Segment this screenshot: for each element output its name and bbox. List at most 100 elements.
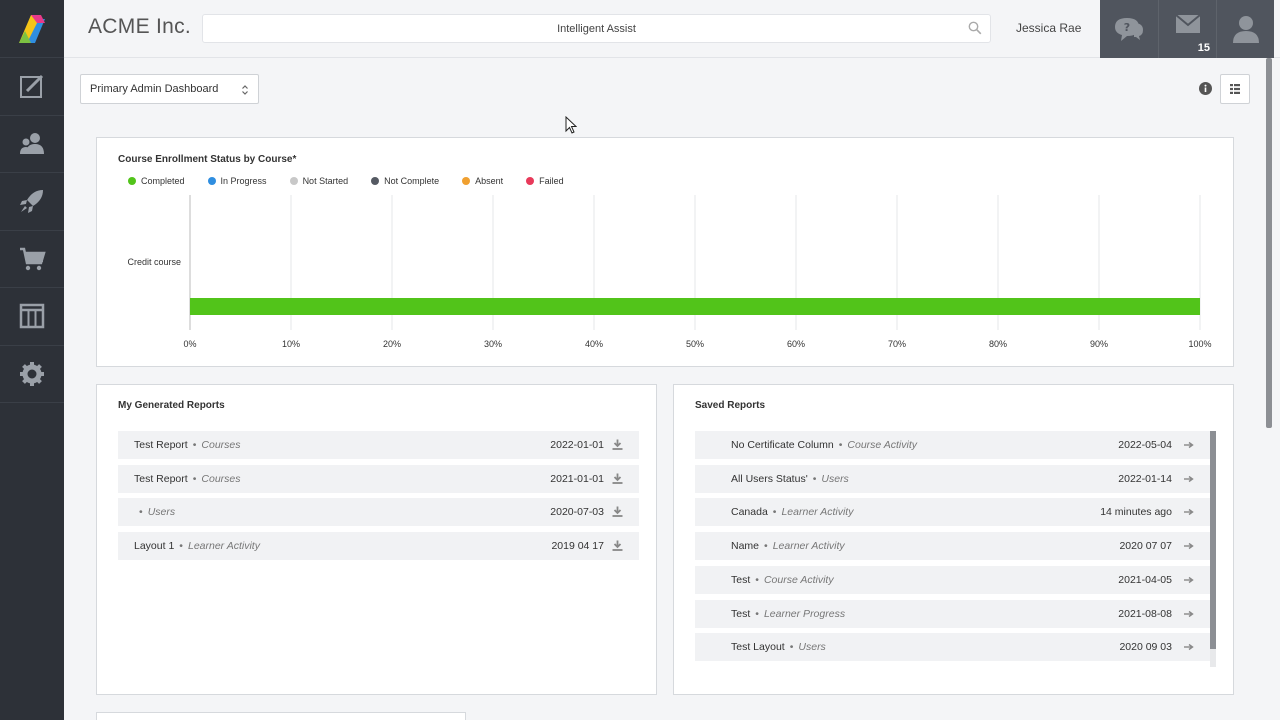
download-icon[interactable]	[612, 473, 623, 484]
report-row[interactable]: All Users Status' • Users 2022-01-14	[695, 464, 1210, 493]
legend-label: Not Complete	[384, 176, 440, 186]
report-separator: •	[764, 540, 768, 553]
x-tick-label: 40%	[585, 339, 603, 349]
info-icon[interactable]	[1199, 82, 1212, 95]
brand-name: ACME Inc.	[88, 15, 192, 38]
report-separator: •	[755, 607, 759, 620]
report-row[interactable]: Test Report • Courses 2021-01-01	[118, 464, 639, 493]
legend-label: Not Started	[302, 176, 349, 186]
search-icon[interactable]	[968, 21, 982, 35]
sidebar-item-launch[interactable]	[0, 173, 64, 231]
report-date: 2022-01-14	[1118, 472, 1172, 485]
legend-dot	[289, 177, 298, 185]
report-name: No Certificate Column	[731, 439, 834, 451]
help-chat-button[interactable]: ?	[1100, 0, 1158, 58]
report-row[interactable]: Test Layout • Users 2020 09 03	[695, 633, 1210, 662]
report-row[interactable]: Canada • Learner Activity 14 minutes ago	[695, 498, 1210, 527]
enrollment-chart-title: Course Enrollment Status by Course*	[118, 154, 297, 165]
download-icon[interactable]	[612, 439, 623, 450]
category-label: Credit course	[127, 257, 181, 267]
next-panel-peek	[96, 712, 466, 720]
report-category: Learner Activity	[781, 506, 854, 519]
report-date: 2021-01-01	[550, 472, 604, 485]
layout-toggle-button[interactable]	[1220, 74, 1250, 104]
messages-button[interactable]: 15	[1158, 0, 1216, 58]
report-category: Courses	[201, 472, 241, 485]
page-scrollbar-thumb[interactable]	[1266, 58, 1272, 428]
columns-icon	[19, 304, 45, 329]
app-logo[interactable]	[0, 0, 64, 58]
report-row[interactable]: Layout 1 • Learner Activity 2019 04 17	[118, 532, 639, 561]
report-date: 2021-04-05	[1118, 573, 1172, 586]
edit-icon	[20, 75, 44, 99]
report-category: Users	[147, 506, 176, 519]
profile-button[interactable]	[1216, 0, 1274, 58]
report-row[interactable]: Test • Learner Progress 2021-08-08	[695, 599, 1210, 628]
sidebar-item-settings[interactable]	[0, 346, 64, 403]
x-tick-label: 30%	[484, 339, 502, 349]
saved-reports-scrollbar-thumb[interactable]	[1210, 431, 1216, 649]
report-separator: •	[838, 439, 843, 451]
bar-segment[interactable]	[190, 298, 1200, 315]
dashboard-select[interactable]: Primary Admin Dashboard	[80, 74, 259, 104]
open-report-arrow-icon[interactable]	[1183, 439, 1194, 450]
legend-item[interactable]: Absent	[462, 176, 503, 186]
legend-item[interactable]: Failed	[526, 176, 564, 186]
sidebar-item-store[interactable]	[0, 231, 64, 288]
legend-item[interactable]: Not Started	[289, 176, 349, 186]
search-placeholder: Intelligent Assist	[557, 22, 636, 35]
legend-dot	[207, 177, 216, 185]
svg-text:?: ?	[1124, 21, 1130, 34]
report-date: 2020 07 07	[1119, 540, 1172, 553]
chat-help-icon: ?	[1115, 18, 1143, 41]
report-name: Test Report	[134, 439, 188, 451]
report-category: Learner Activity	[772, 540, 845, 553]
legend-item[interactable]: In Progress	[207, 176, 267, 186]
legend-dot	[371, 177, 380, 185]
report-row[interactable]: No Certificate Column • Course Activity 202…	[695, 431, 1210, 459]
envelope-icon	[1174, 14, 1201, 33]
report-date: 2019 04 17	[551, 540, 604, 553]
open-report-arrow-icon[interactable]	[1183, 540, 1194, 551]
user-name[interactable]: Jessica Rae	[1016, 21, 1082, 35]
x-tick-label: 70%	[888, 339, 906, 349]
enrollment-chart-panel	[96, 137, 1234, 367]
sidebar-item-edit[interactable]	[0, 58, 64, 116]
report-date: 2022-05-04	[1118, 439, 1172, 451]
sidebar-item-users[interactable]	[0, 116, 64, 173]
legend-item[interactable]: Completed	[128, 176, 185, 186]
report-name: Name	[731, 540, 760, 553]
saved-reports-title: Saved Reports	[695, 400, 766, 411]
report-date: 2021-08-08	[1118, 607, 1172, 620]
dashboard-select-value: Primary Admin Dashboard	[90, 83, 219, 95]
intelligent-assist-search[interactable]: Intelligent Assist	[202, 14, 991, 43]
open-report-arrow-icon[interactable]	[1183, 641, 1194, 652]
report-separator: •	[139, 506, 143, 519]
logo-icon	[19, 14, 45, 43]
x-tick-label: 10%	[282, 339, 300, 349]
sidebar-item-layout[interactable]	[0, 288, 64, 346]
gear-icon	[20, 361, 44, 386]
legend-label: Failed	[539, 176, 564, 186]
enrollment-bar-chart: 0% 10% 20% 30% 40% 50% 60% 70% 80% 90% 100% Credit …	[127, 195, 1212, 349]
rocket-icon	[20, 190, 43, 214]
report-date: 2020 09 03	[1119, 641, 1172, 654]
download-icon[interactable]	[612, 506, 623, 518]
report-row[interactable]: • Users 2020-07-03	[118, 498, 639, 527]
report-category: Courses	[201, 439, 241, 451]
open-report-arrow-icon[interactable]	[1183, 608, 1194, 619]
x-tick-label: 60%	[787, 339, 805, 349]
legend-item[interactable]: Not Complete	[371, 176, 439, 186]
mouse-cursor-icon	[565, 116, 577, 134]
x-tick-label: 0%	[183, 339, 196, 349]
sidebar	[0, 0, 64, 720]
report-name: Test	[731, 607, 751, 620]
report-row[interactable]: Test • Course Activity 2021-04-05	[695, 565, 1210, 594]
sidebar-nav	[0, 58, 64, 403]
open-report-arrow-icon[interactable]	[1183, 574, 1194, 585]
download-icon[interactable]	[612, 540, 623, 551]
open-report-arrow-icon[interactable]	[1183, 506, 1194, 517]
open-report-arrow-icon[interactable]	[1183, 473, 1194, 484]
report-row[interactable]: Name • Learner Activity 2020 07 07	[695, 532, 1210, 561]
report-row[interactable]: Test Report • Courses 2022-01-01	[118, 431, 639, 459]
